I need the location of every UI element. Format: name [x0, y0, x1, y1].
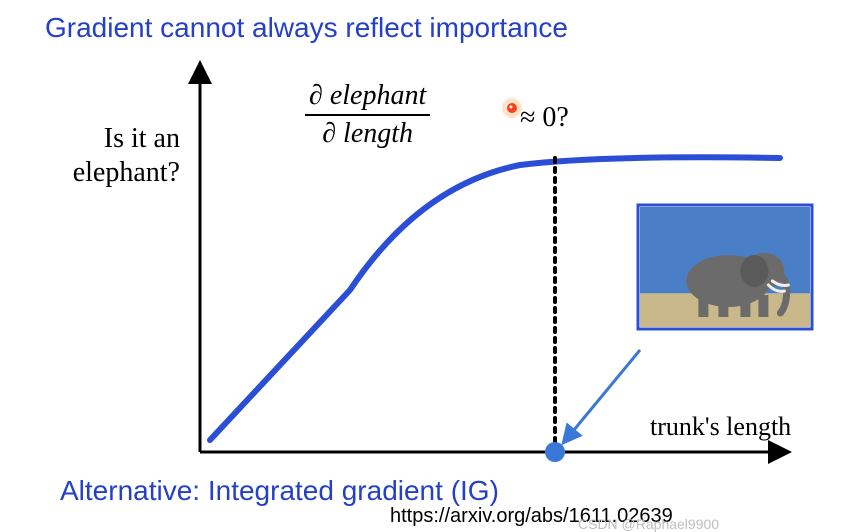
chart-svg	[0, 0, 855, 532]
sparkle-icon	[502, 98, 522, 118]
callout-arrow	[564, 350, 640, 442]
elephant-image	[638, 205, 812, 329]
axis-marker-dot	[545, 442, 565, 462]
